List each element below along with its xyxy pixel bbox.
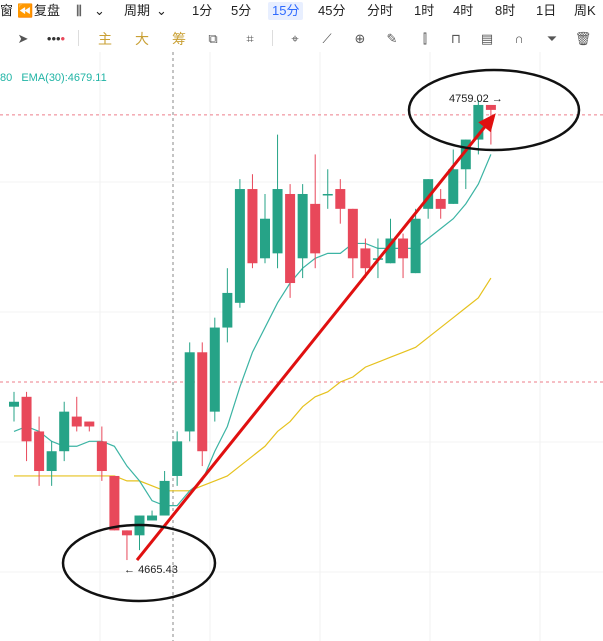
period-4hour[interactable]: 4时 [453, 3, 474, 18]
candle-body [460, 139, 471, 170]
candle-body [96, 441, 107, 472]
candle-body [423, 179, 434, 209]
candle-type-icon[interactable]: ⫼ [76, 3, 82, 18]
period-toolbar: 窗 ⏪ 复盘 ⫼ ⌄ 周期 ⌄ 1分 5分 15分 45分 分时 1时 4时 8… [0, 0, 603, 22]
candle-body [260, 218, 270, 259]
candle-body [121, 530, 132, 536]
rewind-icon[interactable]: ⏪ [17, 3, 34, 18]
main-chip[interactable]: 主 [98, 31, 112, 47]
candle-body [485, 104, 496, 110]
candle-body [247, 189, 258, 264]
window-partial-label: 窗 [0, 3, 14, 18]
trash-icon[interactable]: 🗑 [574, 31, 592, 46]
period-dropdown[interactable]: 周期 [124, 3, 151, 18]
ruler-icon[interactable]: ⟋ [322, 31, 332, 46]
low-circle-annotation [61, 523, 217, 603]
low-price-label: ← 4665.43 [124, 564, 178, 576]
candle-body [398, 238, 409, 259]
pin-icon[interactable]: ⌖ [291, 31, 299, 46]
period-15min[interactable]: 15分 [268, 2, 304, 20]
candle-body [21, 396, 32, 442]
brush-icon[interactable]: ✎ [386, 31, 398, 46]
candle-body [71, 416, 82, 427]
candlestick-chart[interactable] [0, 52, 603, 641]
candle-body [147, 515, 158, 521]
candle-body [184, 352, 195, 432]
trend-arrow-line [135, 116, 494, 561]
high-circle-annotation [407, 68, 581, 152]
indicator-partial-value: 80 [0, 72, 13, 84]
period-45min[interactable]: 45分 [318, 3, 346, 18]
candle-body [347, 208, 358, 259]
cursor-icon[interactable]: ➤ [17, 31, 29, 46]
candle-body [59, 411, 70, 452]
candle-body [234, 189, 245, 303]
candle-body [209, 327, 220, 412]
filter-icon[interactable]: ⏷ [546, 31, 558, 46]
dots-menu-icon[interactable]: •••• [46, 31, 66, 46]
candle-body [222, 292, 233, 328]
period-1hour[interactable]: 1时 [414, 3, 435, 18]
note-icon[interactable]: ▤ [480, 31, 494, 46]
candle-body [46, 451, 57, 472]
magnet-icon[interactable]: ∩ [514, 31, 524, 46]
candle-body [197, 352, 208, 452]
period-1day[interactable]: 1日 [536, 3, 557, 18]
period-1min[interactable]: 1分 [192, 3, 213, 18]
candle-body [385, 238, 396, 264]
toolbar-divider [78, 30, 79, 46]
candle-body [159, 480, 170, 516]
restore-button[interactable]: 复盘 [34, 3, 61, 18]
candle-body [410, 218, 421, 274]
candle-icon[interactable]: ⫿ [422, 31, 428, 46]
chips-chip[interactable]: 筹 [172, 31, 186, 47]
candle-body [435, 198, 446, 209]
candle-body [109, 475, 120, 531]
candle-body [9, 401, 19, 407]
drawing-toolbar: ➤ •••• 主 大 筹 ⧉ ⌗ ⌖ ⟋ ⊕ ✎ ⫿ ⊓ ▤ ∩ ⏷ 🗑 [0, 26, 603, 52]
period-8hour[interactable]: 8时 [495, 3, 516, 18]
ema-slow-line [14, 277, 492, 492]
candle-body [297, 193, 308, 259]
crop-icon[interactable]: ⌗ [246, 31, 254, 46]
candle-body [335, 189, 346, 209]
candle-body [34, 431, 45, 472]
period-week[interactable]: 周K [574, 3, 596, 18]
chevron-down-icon[interactable]: ⌄ [94, 3, 105, 18]
candle-body [448, 169, 459, 204]
toolbar-divider [272, 30, 273, 46]
period-5min[interactable]: 5分 [231, 3, 252, 18]
candle-body [84, 421, 95, 427]
zoom-icon[interactable]: ⊕ [354, 31, 366, 46]
period-timeshare[interactable]: 分时 [367, 3, 394, 18]
lock-icon[interactable]: ⊓ [450, 31, 462, 46]
big-chip[interactable]: 大 [135, 31, 149, 47]
ema-legend: 80 EMA(30):4679.11 [0, 72, 107, 84]
candle-body [322, 193, 333, 196]
ema30-label: EMA(30):4679.11 [21, 72, 107, 84]
candle-body [172, 441, 183, 476]
chevron-down-icon[interactable]: ⌄ [156, 3, 167, 18]
snapshot-icon[interactable]: ⧉ [208, 31, 218, 46]
high-price-label: 4759.02 → [449, 93, 503, 105]
candle-body [272, 189, 283, 254]
candle-body [310, 203, 321, 254]
candle-body [360, 248, 371, 269]
trend-arrowhead [478, 113, 496, 133]
candle-body [285, 193, 296, 284]
